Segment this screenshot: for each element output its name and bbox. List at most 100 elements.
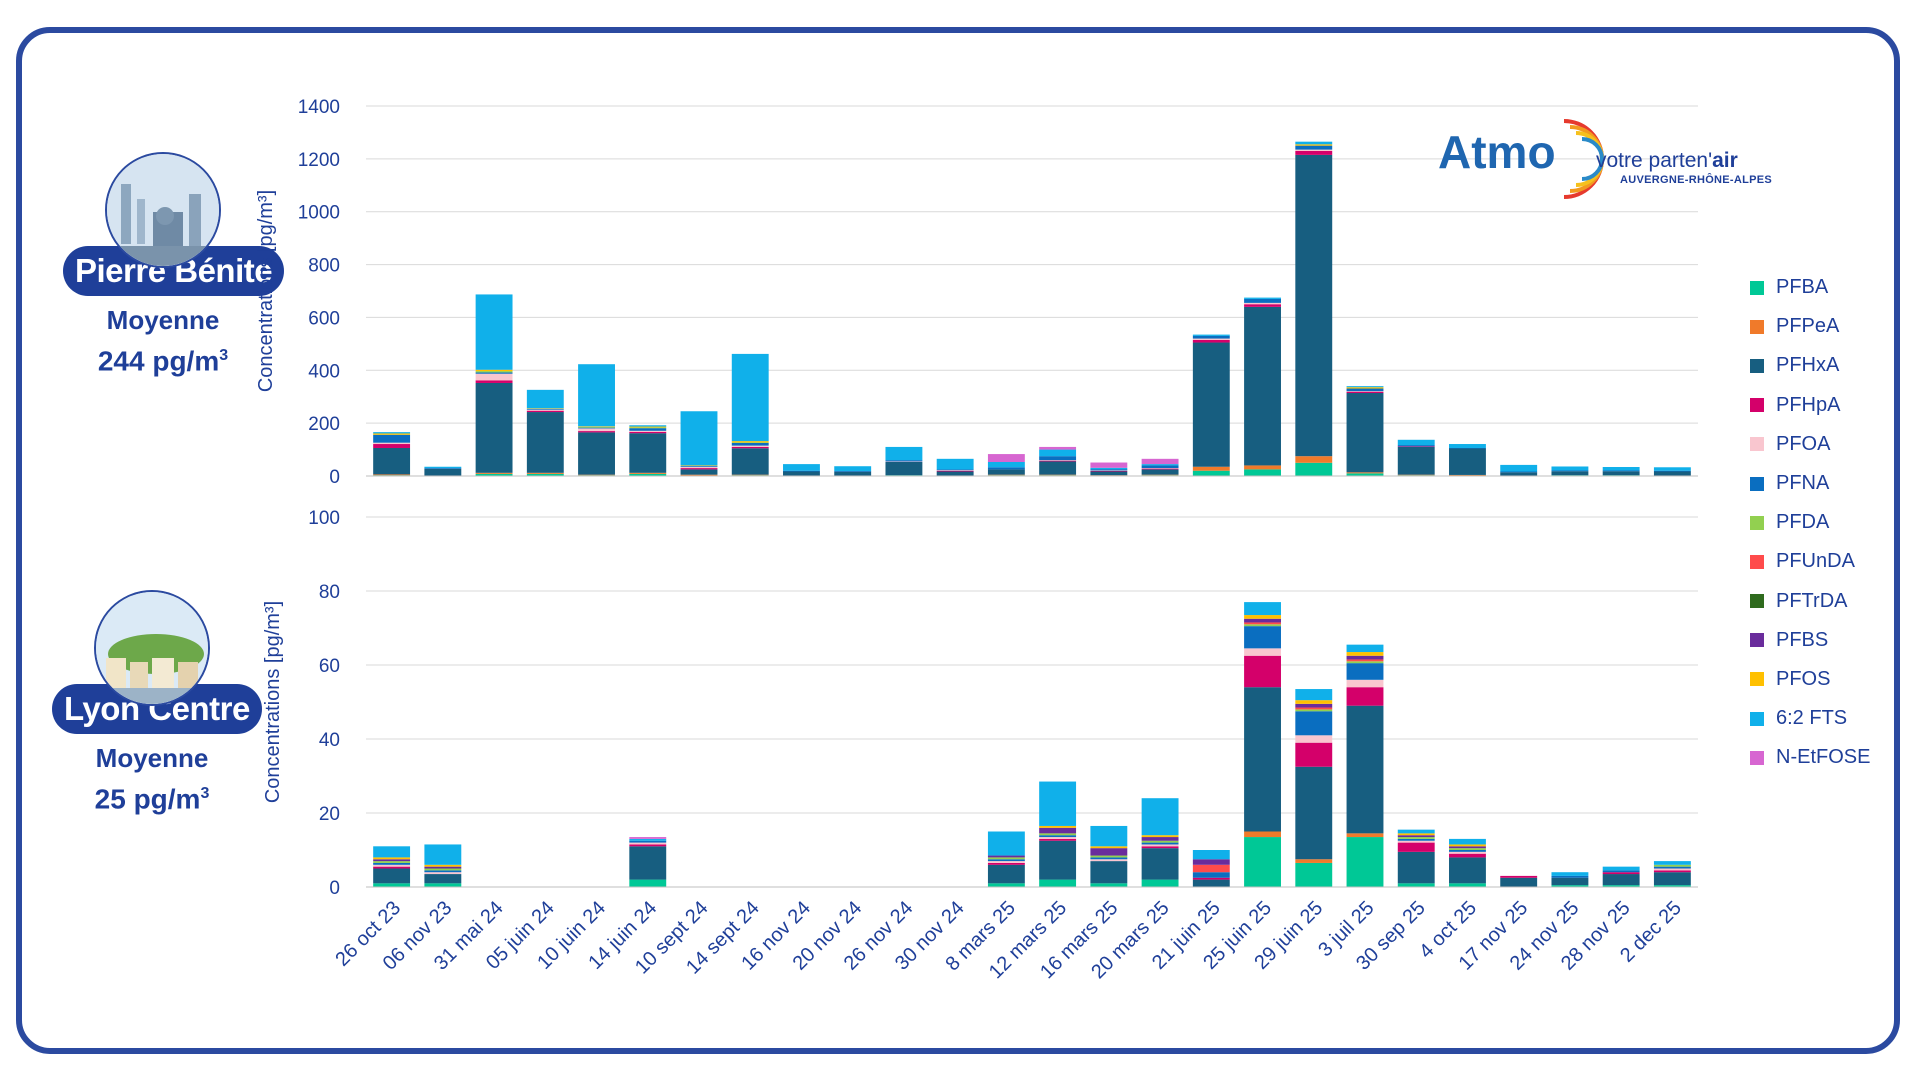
bar-segment — [987, 862, 1025, 865]
bar-segment — [1141, 835, 1179, 838]
bar-segment — [424, 872, 462, 875]
bar-segment — [373, 442, 411, 445]
bar-segment — [373, 883, 411, 887]
y-tick-label: 100 — [308, 508, 340, 529]
bar-segment — [1039, 460, 1077, 461]
bar-segment — [1602, 870, 1640, 873]
y-tick-label: 1000 — [298, 203, 340, 224]
bar-segment — [1192, 334, 1230, 336]
bar-segment — [1295, 144, 1333, 146]
bar-segment — [680, 411, 718, 466]
bar-segment — [1141, 798, 1179, 836]
bar-segment — [1039, 827, 1077, 834]
bar-segment — [424, 868, 462, 871]
bar-segment — [1295, 462, 1333, 476]
bar-segment — [1090, 846, 1128, 849]
bar-segment — [1602, 471, 1640, 476]
bar-segment — [1192, 335, 1230, 339]
bar-segment — [1653, 861, 1691, 865]
bar-segment — [987, 831, 1025, 856]
bar-segment — [1449, 444, 1486, 448]
bar-segment — [783, 470, 820, 472]
bar-segment — [1192, 850, 1230, 860]
bar-segment — [1244, 306, 1281, 466]
average-caption: Moyenne — [95, 743, 209, 773]
bar-segment — [424, 874, 462, 884]
bar-segment — [475, 372, 513, 374]
legend-label: PFPeA — [1776, 315, 1840, 338]
y-tick-label: 0 — [329, 467, 340, 488]
y-tick-label: 600 — [308, 308, 340, 329]
y-tick-label: 1200 — [298, 150, 340, 171]
bar-segment — [1346, 391, 1384, 392]
logo-brand: Atmo — [1438, 126, 1556, 178]
bar-segment — [629, 473, 667, 476]
legend-swatch — [1750, 672, 1764, 687]
bar-segment — [731, 445, 769, 447]
average-value: 25 pg/m3 — [94, 783, 210, 815]
bar-segment — [680, 465, 718, 466]
bar-segment — [1039, 837, 1077, 839]
bar-segment — [1653, 885, 1691, 887]
legend-item: PFDA — [1750, 503, 1870, 542]
bar-segment — [475, 472, 513, 474]
bar-segment — [1192, 872, 1230, 878]
bar-segment — [1500, 875, 1538, 878]
station-lyon-centre: Lyon Centre Moyenne 25 pg/m3 — [52, 590, 262, 817]
logo-tagline: votre parten'air — [1596, 149, 1738, 172]
bar-segment — [1346, 473, 1384, 476]
bar-segment — [1039, 460, 1077, 462]
legend-item: N-EtFOSE — [1750, 738, 1870, 777]
bar-segment — [578, 426, 615, 427]
bar-segment — [1039, 835, 1077, 838]
legend-item: 6:2 FTS — [1750, 699, 1870, 738]
bar-segment — [1244, 302, 1281, 305]
legend-label: PFNA — [1776, 472, 1830, 495]
bar-segment — [1500, 464, 1538, 472]
bar-segment — [1141, 468, 1179, 470]
bar-segment — [526, 410, 564, 413]
bar-segment — [578, 474, 615, 476]
bar-segment — [373, 861, 411, 863]
bar-segment — [1346, 655, 1384, 660]
bar-segment — [1397, 838, 1435, 841]
legend-swatch — [1750, 319, 1764, 334]
legend-swatch — [1750, 750, 1764, 765]
bar-segment — [1192, 338, 1230, 340]
bar-segment — [1397, 445, 1435, 447]
bar-segment — [731, 441, 769, 443]
bar-segment — [1295, 766, 1333, 860]
bar-segment — [1141, 458, 1179, 465]
bar-segment — [1090, 825, 1128, 847]
bar-segment — [578, 428, 615, 432]
bar-segment — [424, 468, 462, 476]
bar-segment — [1397, 883, 1435, 887]
bar-segment — [1500, 471, 1538, 473]
bar-segment — [373, 432, 411, 434]
bar-segment — [373, 866, 411, 869]
legend-swatch — [1750, 280, 1764, 295]
bar-segment — [1039, 825, 1077, 828]
legend: PFBA PFPeA PFHxA PFHpA PFOA PFNA PFDA PFUnDA PFT… — [1750, 268, 1870, 777]
bar-segment — [1653, 870, 1691, 873]
bar-segment — [1192, 466, 1230, 471]
bar-segment — [1244, 655, 1281, 688]
bar-segment — [885, 446, 923, 461]
bar-segment — [1141, 468, 1179, 469]
bar-segment — [1141, 464, 1179, 466]
bar-segment — [1192, 339, 1230, 343]
bar-segment — [1346, 659, 1384, 662]
bar-segment — [1551, 875, 1589, 878]
bar-segment — [1551, 885, 1589, 887]
bar-segment — [526, 473, 564, 476]
bar-segment — [936, 458, 974, 470]
bar-segment — [1244, 297, 1281, 299]
y-axis-label: Concentrations [pg/m³] — [262, 601, 284, 803]
bar-segment — [526, 472, 564, 474]
bar-segment — [1397, 840, 1435, 843]
legend-label: PFBA — [1776, 276, 1829, 299]
bar-segment — [1039, 446, 1077, 450]
bar-segment — [1346, 837, 1384, 887]
bar-segment — [1295, 150, 1333, 155]
bar-segment — [1397, 439, 1435, 446]
